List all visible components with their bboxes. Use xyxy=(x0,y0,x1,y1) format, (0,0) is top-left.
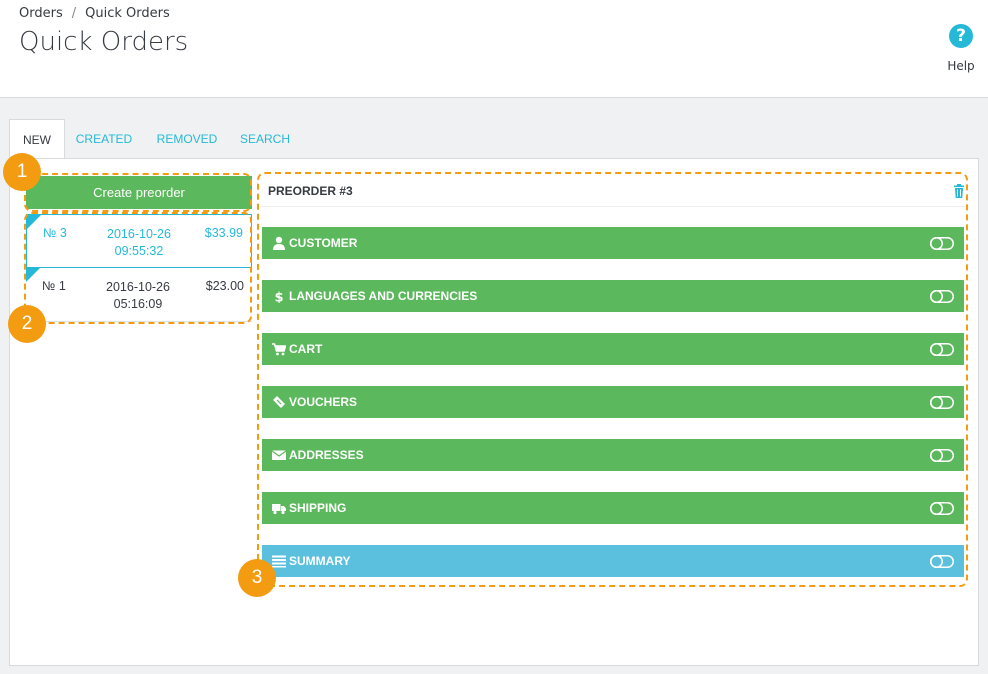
section-label: SHIPPING xyxy=(289,501,347,515)
section-addresses[interactable]: ADDRESSES xyxy=(262,439,964,471)
toggle-icon[interactable] xyxy=(930,396,954,409)
section-label: CUSTOMER xyxy=(289,236,358,250)
section-shipping[interactable]: SHIPPING xyxy=(262,492,964,524)
divider xyxy=(262,206,969,207)
toggle-icon[interactable] xyxy=(930,290,954,303)
selected-corner-marker xyxy=(27,215,41,229)
preorder-datetime: 2016-10-26 09:55:32 xyxy=(99,226,179,260)
section-label: LANGUAGES AND CURRENCIES xyxy=(289,289,478,303)
breadcrumb: Orders / Quick Orders xyxy=(19,6,170,21)
tab-created[interactable]: CREATED xyxy=(75,132,133,146)
list-icon xyxy=(272,555,286,568)
section-summary[interactable]: SUMMARY xyxy=(262,545,964,577)
preorder-number: № 3 xyxy=(43,226,67,240)
section-languages-currencies[interactable]: $ LANGUAGES AND CURRENCIES xyxy=(262,280,964,312)
annotation-badge-2: 2 xyxy=(8,305,46,343)
trash-icon[interactable] xyxy=(952,184,966,198)
preorder-total: $33.99 xyxy=(204,226,243,240)
preorder-number: № 1 xyxy=(42,279,66,293)
section-vouchers[interactable]: VOUCHERS xyxy=(262,386,964,418)
page-header: Orders / Quick Orders Quick Orders ? Help xyxy=(0,0,988,98)
page-title: Quick Orders xyxy=(19,27,189,57)
preorder-total: $23.00 xyxy=(205,279,244,293)
help-button[interactable]: ? Help xyxy=(942,24,980,73)
preorder-datetime: 2016-10-26 05:16:09 xyxy=(98,279,178,313)
tab-content-panel: Create preorder № 3 2016-10-26 09:55:32 $… xyxy=(9,158,979,666)
question-circle-icon: ? xyxy=(949,24,973,48)
create-preorder-button[interactable]: Create preorder xyxy=(26,176,252,209)
annotation-badge-1: 1 xyxy=(3,153,41,191)
toggle-icon[interactable] xyxy=(930,343,954,356)
toggle-icon[interactable] xyxy=(930,237,954,250)
toggle-icon[interactable] xyxy=(930,555,954,568)
tab-removed[interactable]: REMOVED xyxy=(156,132,218,146)
section-label: CART xyxy=(289,342,323,356)
section-cart[interactable]: CART xyxy=(262,333,964,365)
tab-search[interactable]: SEARCH xyxy=(239,132,290,146)
breadcrumb-current: Quick Orders xyxy=(85,6,170,21)
preorder-date: 2016-10-26 xyxy=(106,280,170,294)
section-label: ADDRESSES xyxy=(289,448,364,462)
preorder-time: 05:16:09 xyxy=(113,297,163,311)
breadcrumb-orders-link[interactable]: Orders xyxy=(19,6,63,21)
annotation-badge-3: 3 xyxy=(238,559,276,597)
user-icon xyxy=(273,236,285,250)
toggle-icon[interactable] xyxy=(930,449,954,462)
breadcrumb-separator: / xyxy=(71,6,77,21)
help-label: Help xyxy=(947,59,975,73)
cart-icon xyxy=(272,343,286,356)
section-label: VOUCHERS xyxy=(289,395,358,409)
toggle-icon[interactable] xyxy=(930,502,954,515)
svg-text:$: $ xyxy=(274,291,283,304)
dollar-icon: $ xyxy=(274,291,283,304)
preorder-list-item[interactable]: № 1 2016-10-26 05:16:09 $23.00 xyxy=(26,268,252,322)
preorder-title: PREORDER #3 xyxy=(268,184,353,198)
ticket-icon xyxy=(273,396,285,408)
preorder-date: 2016-10-26 xyxy=(107,227,171,241)
section-customer[interactable]: CUSTOMER xyxy=(262,227,964,259)
preorder-list-item[interactable]: № 3 2016-10-26 09:55:32 $33.99 xyxy=(26,214,252,268)
preorder-list: № 3 2016-10-26 09:55:32 $33.99 № 1 2016-1… xyxy=(26,214,252,322)
envelope-icon xyxy=(272,450,286,460)
section-label: SUMMARY xyxy=(289,554,351,568)
corner-marker xyxy=(26,268,40,282)
preorder-time: 09:55:32 xyxy=(114,244,164,258)
truck-icon xyxy=(272,504,286,515)
